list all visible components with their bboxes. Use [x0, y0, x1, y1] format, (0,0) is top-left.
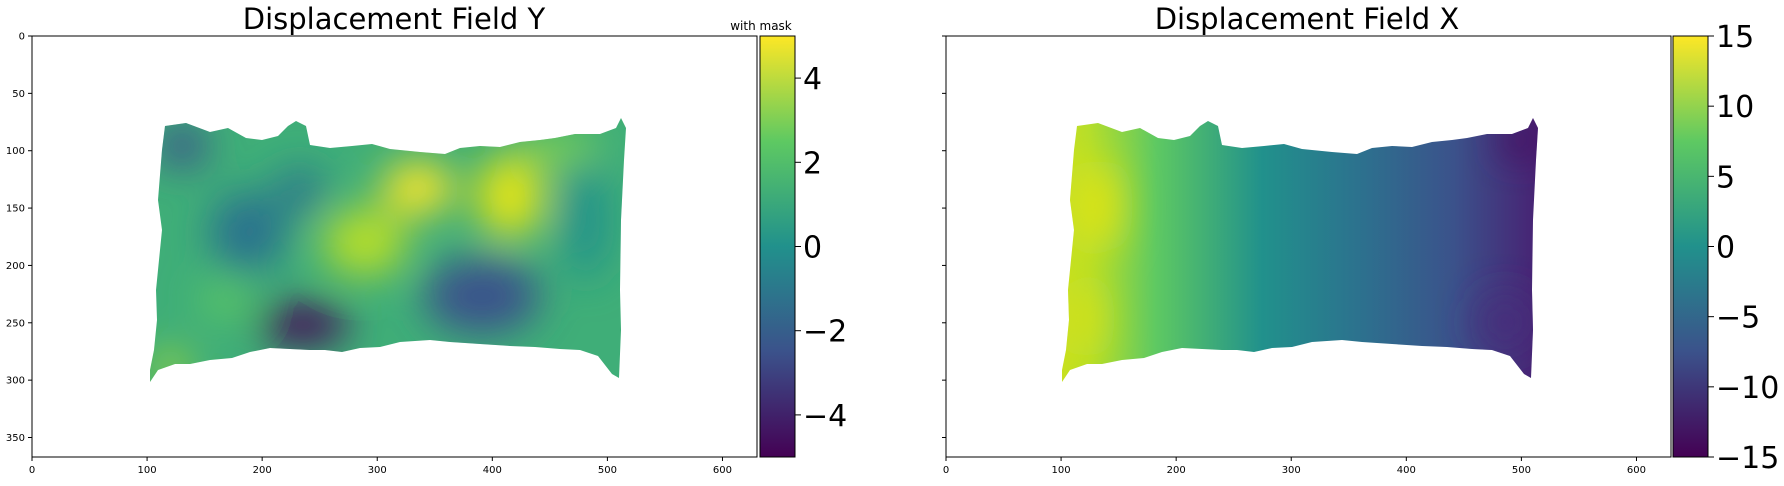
x-tick-label: 300 — [1282, 465, 1301, 476]
y-tick-label: 200 — [6, 261, 25, 272]
colorbar-tick-label: 4 — [803, 62, 822, 97]
x-tick-label: 600 — [1627, 465, 1646, 476]
x-tick-label: 100 — [138, 465, 157, 476]
colorbar-x — [1672, 35, 1709, 458]
colorbar-tick-label: 15 — [1716, 20, 1754, 55]
field-y-blob — [200, 282, 252, 318]
colorbar-tick-label: 10 — [1716, 90, 1754, 125]
x-tick-label: 500 — [1512, 465, 1531, 476]
field-y-blob — [276, 168, 324, 212]
x-tick-label: 200 — [1167, 465, 1186, 476]
field-y-blob — [476, 154, 544, 238]
field-y-blob — [323, 208, 407, 276]
x-tick-label: 0 — [943, 465, 949, 476]
colorbar-tick-label: 2 — [803, 146, 822, 181]
y-tick-label: 150 — [6, 204, 25, 215]
colorbar-tick-label: −5 — [1716, 301, 1760, 336]
field-x-blob — [1479, 294, 1531, 350]
y-tick-label: 100 — [6, 146, 25, 157]
axis-ticks-x: 0 100 200 300 400 500 600 — [942, 35, 1646, 476]
colorbar-ticks-x: −15 −10 −5 0 5 10 15 — [1708, 20, 1779, 476]
field-y-blob — [382, 162, 454, 214]
x-tick-label: 600 — [713, 465, 732, 476]
field-y-blob — [520, 134, 600, 162]
colorbar-tick-label: 0 — [803, 231, 822, 266]
field-x-image — [1062, 118, 1538, 382]
colorbar-tick-label: −15 — [1716, 441, 1779, 476]
colorbar-ticks-y: −4 −2 0 2 4 — [795, 62, 847, 434]
field-y-blob — [152, 352, 188, 382]
colorbar-tick-label: −10 — [1716, 371, 1779, 406]
field-y-blob — [564, 160, 608, 280]
field-y-blob — [210, 192, 286, 272]
x-tick-label: 200 — [253, 465, 272, 476]
axes-frame-x — [945, 35, 1672, 458]
y-tick-label: 50 — [12, 89, 25, 100]
field-y-blob — [424, 258, 540, 334]
axis-ticks-y: 0 100 200 300 400 500 600 0 50 100 150 200 250 300 350 — [6, 32, 732, 477]
axes-frame-y — [31, 35, 758, 458]
field-x-blob — [1076, 160, 1120, 252]
y-tick-label: 0 — [19, 32, 25, 43]
field-x-blob — [1502, 124, 1538, 156]
field-x-blob — [1070, 278, 1102, 358]
x-tick-label: 400 — [1397, 465, 1416, 476]
x-tick-label: 300 — [368, 465, 387, 476]
x-tick-label: 100 — [1052, 465, 1071, 476]
field-y-blob — [156, 124, 208, 168]
field-y-image — [150, 118, 626, 382]
colorbar-y — [759, 35, 796, 458]
field-y-blob — [257, 305, 349, 345]
colorbar-tick-label: 5 — [1716, 160, 1735, 195]
colorbar-tick-label: −4 — [803, 399, 847, 434]
colorbar-note: with mask — [730, 19, 792, 33]
x-tick-label: 400 — [483, 465, 502, 476]
x-tick-label: 0 — [29, 465, 35, 476]
y-tick-label: 350 — [6, 433, 25, 444]
y-tick-label: 250 — [6, 318, 25, 329]
colorbar-tick-label: 0 — [1716, 231, 1735, 266]
x-tick-label: 500 — [598, 465, 617, 476]
panel-title-y: Displacement Field Y — [243, 2, 546, 36]
field-x-base — [1062, 118, 1538, 382]
panel-title-x: Displacement Field X — [1155, 2, 1460, 36]
colorbar-tick-label: −2 — [803, 315, 847, 350]
y-tick-label: 300 — [6, 376, 25, 387]
